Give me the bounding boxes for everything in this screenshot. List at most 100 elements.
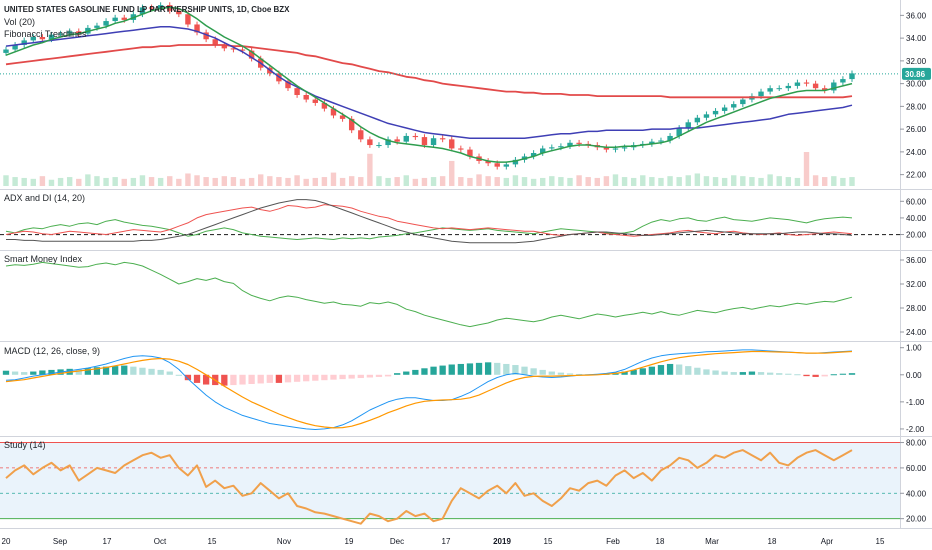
candle-body (840, 79, 846, 83)
candle-body (776, 88, 782, 90)
macd-histogram-bar (30, 371, 37, 375)
candle-body (94, 25, 100, 28)
candle-body (549, 147, 555, 149)
macd-histogram-bar (739, 372, 746, 375)
macd-line (5, 349, 853, 430)
volume-bar (66, 177, 73, 186)
volume-bar (439, 176, 446, 186)
macd-histogram-bar (666, 363, 674, 375)
macd-histogram-bar (721, 371, 728, 375)
macd-histogram-bar (839, 373, 847, 375)
volume-bar (630, 177, 637, 186)
volume-bar (822, 177, 828, 186)
macd-histogram-bar (157, 369, 164, 375)
x-tick-label: 15 (208, 537, 217, 546)
candle-body (649, 141, 655, 144)
macd-histogram-bar (803, 374, 810, 377)
macd-histogram-bar (676, 364, 683, 375)
candle-body (294, 88, 300, 95)
macd-histogram-bar (475, 362, 483, 375)
x-tick-label: Mar (705, 537, 719, 546)
macd-histogram-bar (312, 374, 319, 381)
macd-histogram-bar (357, 374, 364, 379)
x-tick-label: 20 (2, 537, 11, 546)
candle-body (430, 138, 437, 146)
macd-histogram-bar (639, 368, 646, 375)
macd-histogram-bar (121, 365, 128, 375)
volume-bar (194, 175, 200, 186)
macd-histogram-bar (521, 366, 528, 375)
candle-body (540, 148, 546, 154)
candle-body (330, 108, 337, 116)
volume-bar (594, 177, 600, 186)
candle-body (558, 146, 564, 148)
indicator-fib-label[interactable]: Fibonacci Trendlines (4, 29, 87, 39)
volume-bar (212, 177, 218, 186)
adx-pane-title[interactable]: ADX and DI (14, 20) (4, 193, 85, 203)
y-tick-label: 28.00 (906, 102, 927, 111)
candle-body (785, 85, 792, 89)
study-pane-title[interactable]: Study (14) (4, 440, 46, 450)
volume-bar (167, 176, 173, 186)
volume-bar (394, 177, 400, 186)
volume-bar (103, 177, 109, 186)
volume-bar (21, 177, 27, 186)
macd-histogram-bar (630, 369, 637, 375)
adx-pane (0, 199, 900, 244)
x-tick-label: 17 (103, 537, 112, 546)
macd-pane-title[interactable]: MACD (12, 26, close, 9) (4, 346, 100, 356)
candle-body (148, 7, 155, 9)
candle-body (394, 139, 400, 142)
candle-body (39, 36, 46, 40)
indicator-vol-label[interactable]: Vol (20) (4, 17, 35, 27)
candle-body (157, 5, 164, 9)
volume-bar (157, 177, 164, 186)
macd-histogram-bar (548, 371, 555, 375)
volume-bar (667, 176, 673, 186)
candle-body (822, 88, 828, 91)
volume-bar (658, 177, 664, 186)
volume-bar (558, 177, 564, 186)
volume-bar (585, 177, 591, 186)
macd-histogram-bar (430, 366, 437, 375)
macd-histogram-bar (484, 362, 492, 375)
volume-bar (30, 178, 36, 186)
candle-body (194, 24, 200, 33)
candle-body (621, 147, 628, 149)
y-tick-label: 0.00 (906, 371, 922, 380)
macd-histogram-bar (11, 371, 19, 375)
macd-histogram-bar (730, 372, 737, 375)
macd-histogram-bar (821, 374, 828, 377)
candle-body (458, 148, 464, 150)
macd-histogram-bar (694, 367, 701, 375)
candle-body (339, 115, 346, 119)
smi-pane-title[interactable]: Smart Money Index (4, 254, 83, 264)
study-band (0, 442, 900, 519)
volume-bar (712, 177, 719, 186)
macd-histogram-bar (93, 367, 101, 375)
y-tick-label: 80.00 (906, 439, 927, 448)
macd-histogram-bar (266, 374, 273, 383)
volume-bar (731, 175, 737, 186)
volume-bar (367, 153, 373, 186)
y-tick-label: 1.00 (906, 344, 922, 353)
candle-body (303, 95, 309, 100)
candle-body (103, 21, 109, 26)
macd-histogram-bar (766, 372, 774, 375)
macd-histogram-bar (748, 371, 756, 375)
x-tick-label: 15 (544, 537, 553, 546)
volume-bar (57, 177, 64, 186)
candle-body (512, 159, 519, 165)
candle-body (731, 104, 737, 108)
candle-body (112, 17, 118, 22)
volume-bar (258, 174, 264, 186)
macd-histogram-bar (75, 369, 82, 375)
x-axis-ticks: 20 Sep 17 Oct 15 Nov 19 Dec 17 2019 15 Feb 18 Mar 18 Ap… (2, 537, 885, 546)
macd-histogram-bar (657, 365, 665, 375)
candle-body (66, 31, 73, 34)
y-axis-ticks: 36.00 34.00 32.00 30.00 28.00 26.00 24.00 22.00… (900, 11, 927, 524)
volume-bar (121, 178, 127, 186)
volume-bar (849, 177, 855, 186)
volume-bar (703, 176, 710, 186)
